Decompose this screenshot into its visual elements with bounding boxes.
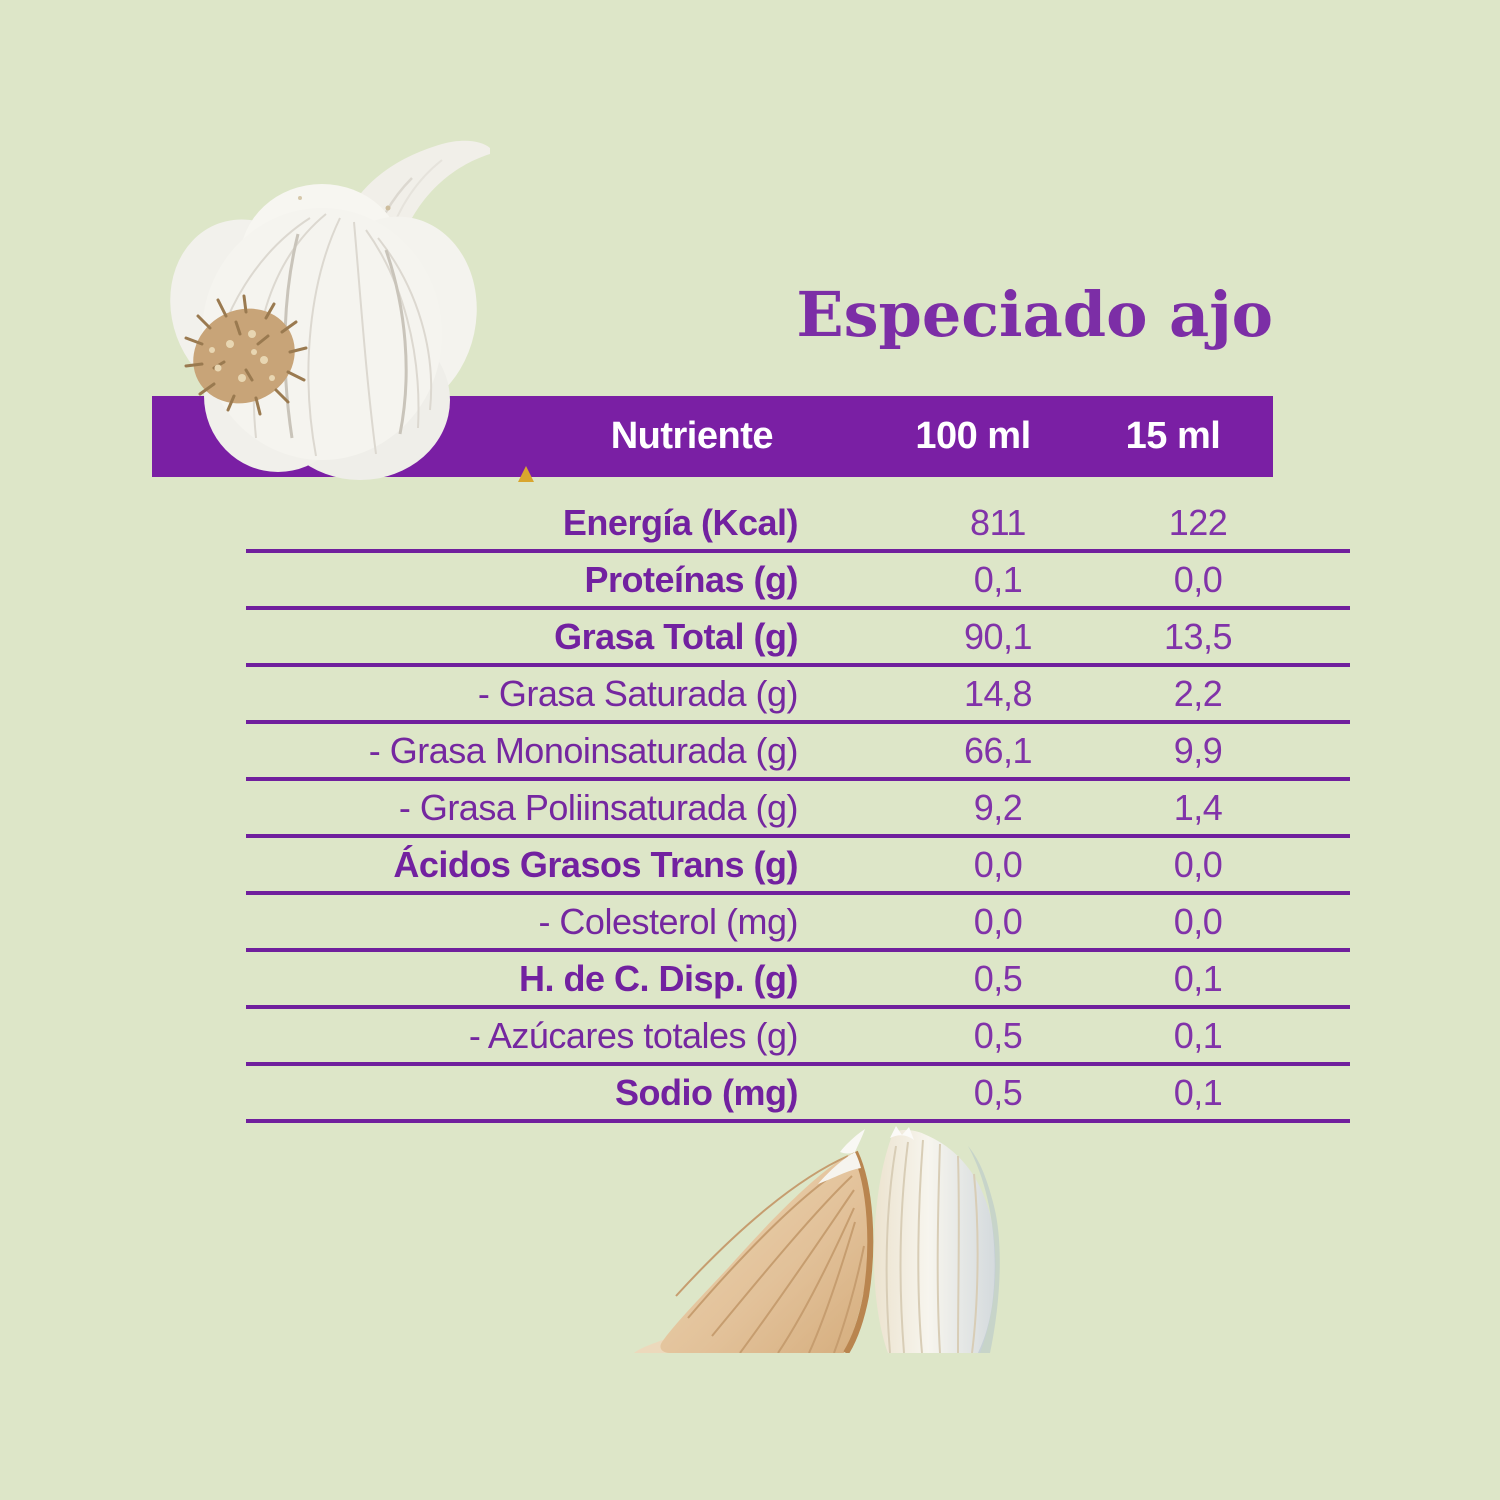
value-15ml: 0,0 [1173, 558, 1223, 600]
row-label: - Grasa Saturada (g) [477, 672, 799, 714]
garlic-cloves-illustration [634, 1126, 1000, 1353]
row-label: Energía (Kcal) [562, 501, 799, 543]
value-100ml: 0,5 [973, 1014, 1023, 1056]
value-100ml: 14,8 [963, 672, 1033, 714]
row-label: Sodio (mg) [615, 1071, 798, 1113]
value-100ml: 811 [970, 501, 1026, 543]
garlic-bulb-illustration [170, 140, 490, 480]
value-15ml: 0,1 [1173, 1071, 1223, 1113]
table-row: Proteínas (g) 0,1 0,0 [246, 553, 1350, 610]
value-100ml: 0,0 [973, 843, 1023, 885]
row-label: Ácidos Grasos Trans (g) [393, 843, 798, 885]
nutrition-table-body: Energía (Kcal) 811 122 Proteínas (g) 0,1… [246, 496, 1350, 1123]
row-label: - Azúcares totales (g) [468, 1014, 799, 1056]
value-15ml: 1,4 [1173, 786, 1223, 828]
row-label: - Grasa Monoinsaturada (g) [368, 729, 799, 771]
table-row: Energía (Kcal) 811 122 [246, 496, 1350, 553]
value-100ml: 0,1 [973, 558, 1023, 600]
row-label: H. de C. Disp. (g) [519, 957, 799, 999]
row-label: Grasa Total (g) [554, 615, 798, 657]
value-100ml: 9,2 [973, 786, 1023, 828]
row-label: Proteínas (g) [584, 558, 798, 600]
row-label: - Colesterol (mg) [538, 900, 798, 942]
table-row: - Grasa Saturada (g) 14,8 2,2 [246, 667, 1350, 724]
value-100ml: 66,1 [963, 729, 1033, 771]
value-15ml: 0,1 [1173, 1014, 1223, 1056]
table-row: Sodio (mg) 0,5 0,1 [246, 1066, 1350, 1123]
value-15ml: 0,1 [1173, 957, 1223, 999]
header-15ml-label: 15 ml [1125, 415, 1221, 457]
clove-right [873, 1126, 1000, 1353]
value-100ml: 90,1 [963, 615, 1033, 657]
value-15ml: 0,0 [1173, 843, 1223, 885]
table-row: Grasa Total (g) 90,1 13,5 [246, 610, 1350, 667]
value-100ml: 0,5 [973, 1071, 1023, 1113]
garlic-root-tuft [184, 294, 308, 416]
table-row: H. de C. Disp. (g) 0,5 0,1 [246, 952, 1350, 1009]
row-label: - Grasa Poliinsaturada (g) [398, 786, 799, 828]
garlic-bulb-body [170, 184, 477, 480]
value-15ml: 2,2 [1173, 672, 1223, 714]
value-15ml: 13,5 [1163, 615, 1233, 657]
value-100ml: 0,0 [973, 900, 1023, 942]
table-row: - Grasa Monoinsaturada (g) 66,1 9,9 [246, 724, 1350, 781]
sparkle-decoration [518, 466, 534, 482]
clove-left [634, 1129, 874, 1353]
header-100ml-label: 100 ml [915, 415, 1031, 457]
header-nutrient-label: Nutriente [610, 415, 774, 457]
table-row: Ácidos Grasos Trans (g) 0,0 0,0 [246, 838, 1350, 895]
table-row: - Grasa Poliinsaturada (g) 9,2 1,4 [246, 781, 1350, 838]
garlic-skin-streaks [209, 213, 433, 457]
value-15ml: 122 [1168, 501, 1228, 543]
value-100ml: 0,5 [973, 957, 1023, 999]
value-15ml: 0,0 [1173, 900, 1223, 942]
table-row: - Azúcares totales (g) 0,5 0,1 [246, 1009, 1350, 1066]
value-15ml: 9,9 [1173, 729, 1223, 771]
page-title: Especiado ajo [796, 278, 1273, 351]
table-row: - Colesterol (mg) 0,0 0,0 [246, 895, 1350, 952]
